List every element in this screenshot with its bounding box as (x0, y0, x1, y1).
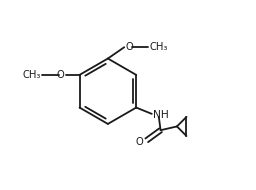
Text: O: O (135, 137, 143, 146)
Text: CH₃: CH₃ (149, 42, 168, 52)
Text: O: O (57, 70, 65, 80)
Text: O: O (125, 42, 133, 52)
Text: CH₃: CH₃ (22, 70, 41, 80)
Text: NH: NH (153, 110, 168, 120)
